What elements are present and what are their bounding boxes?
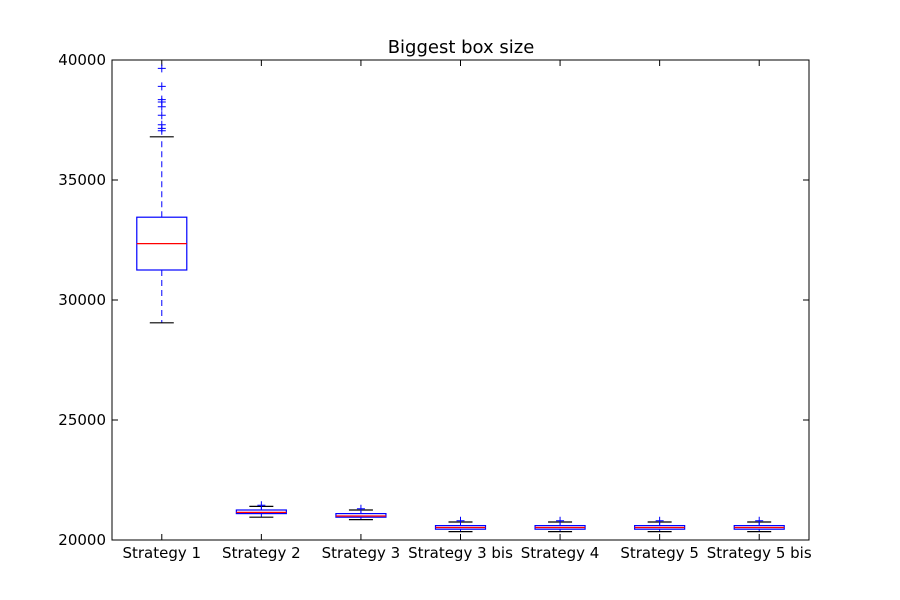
y-tick-label: 40000 bbox=[58, 51, 106, 69]
outlier-point bbox=[456, 516, 465, 525]
x-tick-label: Strategy 3 bis bbox=[408, 544, 513, 562]
outlier-point bbox=[157, 82, 166, 91]
box-group-2 bbox=[235, 501, 287, 518]
outlier-point bbox=[257, 501, 266, 510]
y-tick-label: 35000 bbox=[58, 171, 106, 189]
x-tick-label: Strategy 4 bbox=[521, 544, 600, 562]
box-group-4 bbox=[434, 516, 487, 533]
x-tick-label: Strategy 2 bbox=[222, 544, 301, 562]
outlier-point bbox=[356, 504, 365, 513]
box-iqr bbox=[235, 509, 287, 515]
x-tick-label: Strategy 3 bbox=[322, 544, 401, 562]
outlier-point bbox=[755, 516, 764, 525]
x-tick-label: Strategy 1 bbox=[122, 544, 201, 562]
x-tick-label: Strategy 5 bbox=[620, 544, 699, 562]
box-group-1 bbox=[136, 64, 188, 324]
outlier-point bbox=[157, 95, 166, 104]
plot-marks: 20000 25000 30000 35000 40000 Strategy 1 Strat… bbox=[58, 51, 812, 562]
outlier-point bbox=[157, 64, 166, 73]
box-group-5 bbox=[534, 516, 586, 533]
outlier-point bbox=[655, 516, 664, 525]
y-tick-label: 30000 bbox=[58, 291, 106, 309]
outlier-point bbox=[157, 111, 166, 120]
y-tick-label: 20000 bbox=[58, 531, 106, 549]
box-group-3 bbox=[335, 504, 387, 521]
x-tick-label: Strategy 5 bis bbox=[707, 544, 812, 562]
chart-title: Biggest box size bbox=[388, 37, 535, 58]
plot-frame bbox=[111, 59, 810, 541]
outlier-point bbox=[157, 120, 166, 129]
outlier-point bbox=[556, 516, 565, 525]
box-group-6 bbox=[634, 516, 686, 533]
box-iqr bbox=[335, 512, 387, 518]
box-group-7 bbox=[733, 516, 785, 533]
y-tick-label: 25000 bbox=[58, 411, 106, 429]
